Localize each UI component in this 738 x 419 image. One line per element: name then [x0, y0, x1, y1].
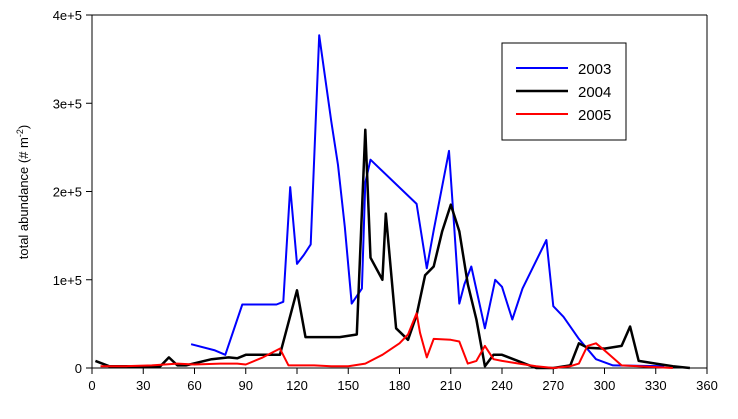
series-line-2004 — [94, 128, 691, 370]
y-tick-label: 2e+5 — [53, 185, 82, 200]
y-tick-label: 1e+5 — [53, 273, 82, 288]
x-tick-label: 30 — [136, 378, 150, 393]
x-tick-label: 300 — [594, 378, 616, 393]
x-tick-label: 120 — [286, 378, 308, 393]
y-axis-label: total abundance (# m-2) — [15, 125, 31, 260]
y-axis-ticks: 0 1e+5 2e+5 3e+5 4e+5 — [53, 8, 92, 376]
legend: 2003 2004 2005 — [501, 42, 627, 141]
y-tick-label: 0 — [75, 361, 82, 376]
series-line-2003 — [190, 34, 665, 368]
x-tick-label: 330 — [645, 378, 667, 393]
legend-label-2004: 2004 — [578, 84, 611, 101]
x-tick-label: 240 — [491, 378, 513, 393]
x-tick-label: 180 — [389, 378, 411, 393]
x-tick-label: 60 — [187, 378, 201, 393]
legend-label-2003: 2003 — [578, 61, 611, 78]
series-line-2005 — [100, 312, 673, 369]
x-tick-label: 270 — [542, 378, 564, 393]
x-tick-label: 0 — [88, 378, 95, 393]
y-tick-label: 3e+5 — [53, 96, 82, 111]
x-axis-ticks: 0 30 60 90 120 150 180 210 240 270 300 330 360 — [88, 368, 718, 393]
x-tick-label: 360 — [696, 378, 718, 393]
legend-label-2005: 2005 — [578, 107, 611, 124]
y-tick-label: 4e+5 — [53, 8, 82, 23]
x-tick-label: 150 — [337, 378, 359, 393]
x-tick-label: 90 — [239, 378, 253, 393]
series-lines — [94, 34, 691, 370]
x-tick-label: 210 — [440, 378, 462, 393]
